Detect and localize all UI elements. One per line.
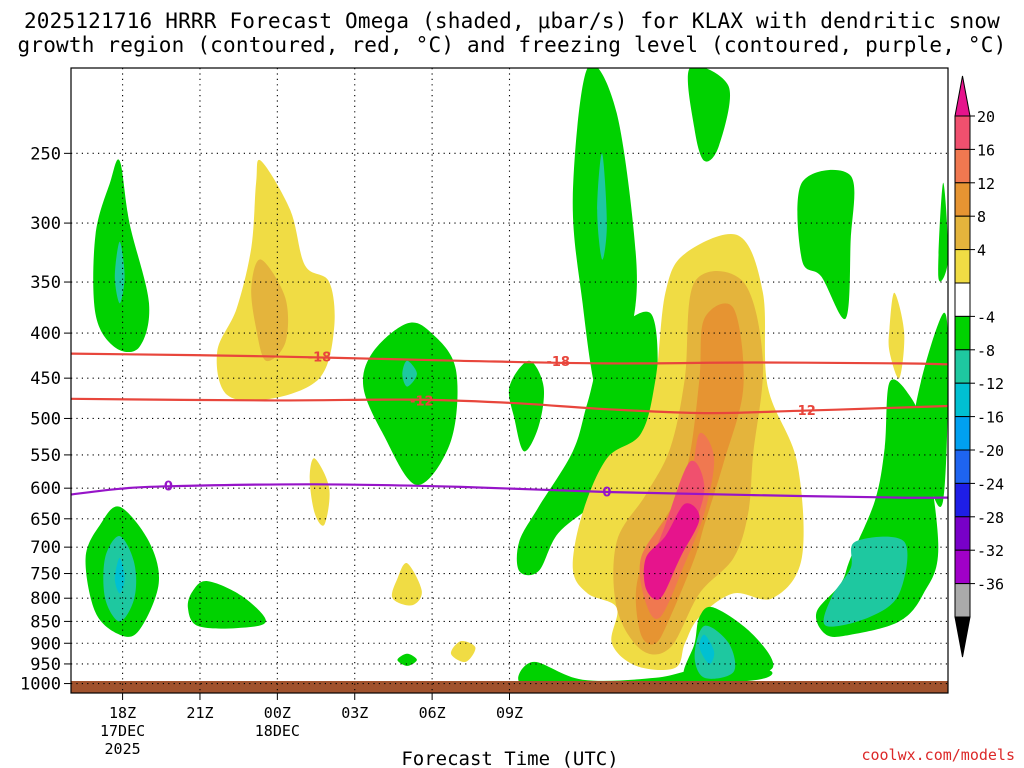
x-tick-label: 21Z xyxy=(186,704,213,722)
omega-region-neg4 xyxy=(938,182,948,282)
colorbar-swatch xyxy=(954,148,971,184)
chart-title-line2: growth region (contoured, red, °C) and f… xyxy=(17,33,1007,57)
omega-region-neg4 xyxy=(815,379,939,637)
colorbar-max-triangle xyxy=(954,75,971,117)
colorbar-swatch xyxy=(954,449,971,484)
colorbar-swatch xyxy=(954,349,971,384)
omega-region-neg4 xyxy=(362,322,458,486)
contour-label: -18 xyxy=(308,350,332,365)
colorbar-swatch xyxy=(954,115,971,150)
colorbar-swatch xyxy=(954,482,971,518)
y-axis: 2503003504004505005506006507007508008509… xyxy=(20,144,71,695)
y-tick-label: 650 xyxy=(30,510,61,530)
chart-title-line1: 2025121716 HRRR Forecast Omega (shaded, … xyxy=(23,9,1001,33)
omega-region-neg4 xyxy=(913,312,948,507)
contour-label: 0 xyxy=(164,480,173,495)
colorbar-label: -20 xyxy=(977,442,1004,460)
colorbar-label: -12 xyxy=(977,375,1004,393)
credit-text: coolwx.com/models xyxy=(861,746,1015,764)
contour-label: -18 xyxy=(546,355,570,370)
dgz-minus12-contour xyxy=(71,397,948,415)
colorbar-label: 12 xyxy=(977,175,995,193)
colorbar-label: -36 xyxy=(977,576,1004,594)
omega-region-neg4 xyxy=(397,653,417,666)
colorbar-label: -8 xyxy=(977,342,995,360)
freezing-level-contour xyxy=(71,483,948,499)
y-tick-label: 850 xyxy=(30,612,61,632)
omega-region-pos4 xyxy=(391,562,422,606)
x-axis-label: Forecast Time (UTC) xyxy=(401,748,618,768)
y-tick-label: 400 xyxy=(30,324,61,344)
x-tick-label: 18Z xyxy=(109,704,136,722)
omega-region-neg12 xyxy=(699,634,715,664)
colorbar-swatch xyxy=(954,416,971,451)
y-tick-label: 700 xyxy=(30,538,61,558)
contour-label: -12 xyxy=(410,394,434,409)
colorbar-swatch xyxy=(954,583,971,618)
colorbar-swatch xyxy=(954,516,971,551)
omega-region-neg4 xyxy=(797,169,855,320)
colorbar-label: 20 xyxy=(977,108,995,126)
y-tick-label: 750 xyxy=(30,565,61,585)
x-tick-date: 17DEC xyxy=(100,722,145,740)
x-tick-date: 18DEC xyxy=(255,722,300,740)
omega-shading xyxy=(85,68,948,686)
colorbar-swatch xyxy=(954,315,971,351)
omega-region-pos4 xyxy=(309,458,330,526)
colorbar-label: -4 xyxy=(977,308,995,326)
colorbar-swatch xyxy=(954,215,971,251)
y-tick-label: 950 xyxy=(30,655,61,675)
omega-region-neg4 xyxy=(508,360,545,452)
y-tick-label: 800 xyxy=(30,589,61,609)
colorbar-label: 16 xyxy=(977,141,995,159)
x-tick-label: 09Z xyxy=(496,704,523,722)
colorbar-swatch xyxy=(954,549,971,585)
contour-label: 12 xyxy=(798,404,816,419)
y-tick-label: 500 xyxy=(30,409,61,429)
dgz-minus18-contour xyxy=(71,352,948,366)
omega-region-neg8 xyxy=(823,536,908,627)
y-tick-label: 900 xyxy=(30,634,61,654)
colorbar-label: -28 xyxy=(977,509,1004,527)
y-tick-label: 550 xyxy=(30,446,61,466)
x-tick-label: 00Z xyxy=(264,704,291,722)
x-tick-label: 03Z xyxy=(341,704,368,722)
omega-region-pos4 xyxy=(450,640,476,663)
colorbar: 20 16 12 8 4 -4 -8 -12 -16 -20 -24 -28 -32 -36 xyxy=(954,75,1004,658)
x-tick-year: 2025 xyxy=(105,740,141,758)
colorbar-label: -24 xyxy=(977,475,1004,493)
omega-region-neg4 xyxy=(516,311,658,576)
y-tick-label: 600 xyxy=(30,479,61,499)
omega-region-neg8 xyxy=(597,153,607,260)
contour-label: 0 xyxy=(602,485,611,500)
omega-region-pos_max xyxy=(643,503,700,600)
colorbar-label: -32 xyxy=(977,542,1004,560)
colorbar-swatch xyxy=(954,182,971,217)
y-tick-label: 450 xyxy=(30,369,61,389)
colorbar-label: 4 xyxy=(977,242,986,260)
colorbar-swatch xyxy=(954,249,971,284)
omega-region-neg12 xyxy=(114,557,125,594)
colorbar-label: -16 xyxy=(977,409,1004,427)
y-tick-label: 250 xyxy=(30,144,61,164)
omega-region-pos4 xyxy=(888,292,905,379)
colorbar-swatch xyxy=(954,382,971,418)
y-tick-label: 350 xyxy=(30,273,61,293)
colorbar-label: 8 xyxy=(977,208,986,226)
omega-region-pos8 xyxy=(251,259,289,362)
ground-bar xyxy=(71,681,948,693)
omega-region-neg4 xyxy=(687,68,730,162)
colorbar-min-triangle xyxy=(954,616,971,658)
colorbar-swatch xyxy=(954,282,971,317)
temperature-contours: -18 -18 -12 12 0 0 xyxy=(71,350,948,500)
y-tick-label: 1000 xyxy=(20,675,61,695)
omega-region-neg8 xyxy=(402,360,417,387)
y-tick-label: 300 xyxy=(30,214,61,234)
x-tick-label: 06Z xyxy=(419,704,446,722)
omega-region-neg4 xyxy=(187,581,266,629)
